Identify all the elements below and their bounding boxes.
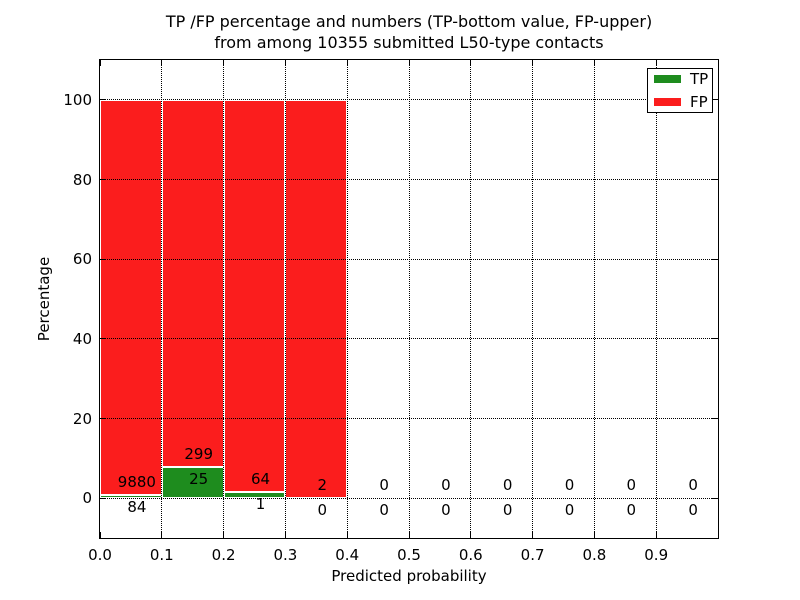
fp-count-label: 9880	[117, 472, 156, 491]
y-tick-label: 40	[72, 329, 92, 348]
tp-count-label: 0	[564, 501, 575, 520]
gridline-vertical	[470, 60, 472, 538]
chart-title-line1: TP /FP percentage and numbers (TP-bottom…	[165, 12, 653, 31]
gridline-vertical	[346, 60, 348, 538]
y-tick-label: 60	[72, 250, 92, 269]
x-axis-label: Predicted probability	[331, 567, 487, 585]
y-tick-mark-right	[712, 258, 718, 260]
x-tick-label: 0.0	[88, 546, 112, 564]
fp-count-label: 0	[564, 476, 575, 495]
gridline-horizontal	[100, 418, 718, 419]
x-tick-mark-bottom	[161, 532, 163, 538]
x-tick-mark-top	[532, 60, 534, 66]
x-tick-mark-bottom	[470, 532, 472, 538]
y-tick-mark-right	[712, 338, 718, 340]
legend-swatch-fp	[654, 98, 681, 106]
x-tick-mark-top	[655, 60, 657, 66]
tp-count-label: 84	[127, 497, 147, 516]
gridline-horizontal	[100, 99, 718, 101]
x-tick-label: 0.1	[149, 546, 174, 564]
y-axis-label: Percentage	[35, 256, 53, 342]
y-tick-mark-right	[712, 179, 718, 180]
gridline-vertical	[532, 60, 534, 538]
x-tick-mark-top	[470, 60, 472, 66]
tp-count-label: 0	[379, 501, 389, 520]
x-tick-label: 0.4	[335, 546, 360, 564]
legend-swatch-tp	[654, 75, 681, 83]
gridline-vertical	[655, 60, 657, 538]
y-tick-label: 0	[82, 489, 92, 508]
tp-count-label: 0	[441, 501, 451, 520]
gridline-horizontal	[100, 497, 718, 499]
y-tick-mark-right	[712, 418, 718, 419]
legend: TP FP	[647, 68, 713, 113]
y-tick-mark-right	[712, 497, 718, 499]
fp-count-label: 2	[317, 476, 328, 495]
x-tick-mark-bottom	[532, 532, 534, 538]
tp-count-label: 0	[502, 501, 513, 520]
tp-count-label: 0	[317, 501, 328, 520]
x-tick-mark-bottom	[593, 532, 595, 538]
chart-title: TP /FP percentage and numbers (TP-bottom…	[166, 11, 652, 53]
x-tick-mark-bottom	[346, 532, 348, 538]
x-tick-mark-top	[161, 60, 163, 66]
x-tick-mark-top	[593, 60, 595, 66]
chart-title-line2: from among 10355 submitted L50-type cont…	[214, 33, 604, 52]
tp-count-label: 0	[626, 501, 637, 520]
x-tick-mark-top	[408, 60, 410, 66]
x-tick-mark-bottom	[655, 532, 657, 538]
legend-item-fp: FP	[654, 93, 712, 111]
y-tick-label: 100	[63, 90, 92, 109]
legend-item-tp: TP	[654, 70, 712, 88]
tp-count-label: 1	[255, 495, 266, 514]
y-tick-mark-left	[100, 258, 106, 260]
x-tick-mark-bottom	[284, 532, 286, 538]
y-tick-label: 20	[72, 409, 92, 428]
tp-count-label: 25	[189, 470, 209, 489]
x-tick-mark-top	[346, 60, 348, 66]
x-tick-mark-top	[99, 60, 101, 66]
x-tick-label: 0.6	[458, 546, 483, 564]
x-tick-mark-bottom	[408, 532, 410, 538]
fp-count-label: 299	[184, 445, 214, 464]
legend-label-tp: TP	[690, 70, 709, 88]
bar-fp-segment	[100, 99, 162, 495]
x-tick-mark-top	[284, 60, 286, 66]
x-tick-label: 0.9	[644, 546, 669, 564]
y-tick-mark-left	[100, 99, 106, 101]
fp-count-label: 0	[688, 476, 698, 495]
gridline-vertical	[223, 60, 225, 538]
gridline-horizontal	[100, 338, 718, 340]
gridline-vertical	[593, 60, 595, 538]
fp-count-label: 64	[250, 470, 271, 489]
x-tick-label: 0.5	[397, 546, 421, 564]
x-tick-label: 0.2	[211, 546, 236, 564]
gridline-vertical	[161, 60, 163, 538]
y-tick-mark-left	[100, 179, 106, 180]
x-tick-mark-bottom	[223, 532, 225, 538]
y-tick-mark-left	[100, 497, 106, 499]
gridline-horizontal	[100, 179, 718, 180]
x-tick-label: 0.8	[582, 546, 607, 564]
x-tick-mark-bottom	[99, 532, 101, 538]
tp-count-label: 0	[688, 501, 698, 520]
gridline-vertical	[284, 60, 286, 538]
gridline-horizontal	[100, 258, 718, 260]
x-tick-label: 0.7	[520, 546, 545, 564]
fp-count-label: 0	[502, 476, 513, 495]
plot-frame	[99, 59, 719, 539]
y-tick-mark-left	[100, 418, 106, 419]
fp-count-label: 0	[441, 476, 451, 495]
y-tick-mark-right	[712, 99, 718, 101]
legend-label-fp: FP	[690, 93, 708, 111]
y-tick-mark-left	[100, 338, 106, 340]
y-tick-label: 80	[72, 170, 92, 189]
x-tick-label: 0.3	[273, 546, 298, 564]
gridline-vertical	[408, 60, 410, 538]
fp-count-label: 0	[379, 476, 389, 495]
x-tick-mark-top	[223, 60, 225, 66]
fp-count-label: 0	[626, 476, 637, 495]
